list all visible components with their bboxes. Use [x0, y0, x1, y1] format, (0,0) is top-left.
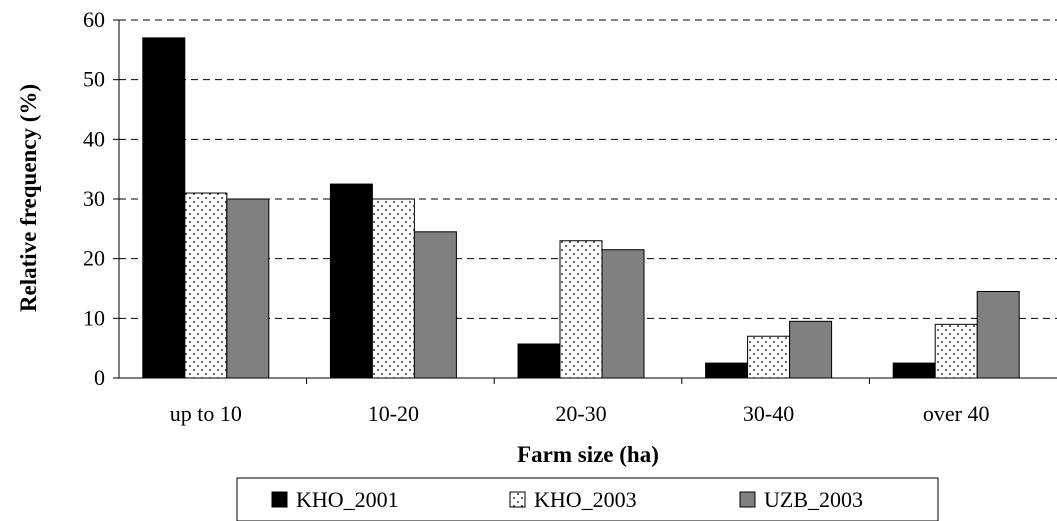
- y-tick-label: 20: [83, 246, 105, 271]
- x-tick-label: 30-40: [743, 401, 794, 426]
- bar: [789, 320, 833, 379]
- x-tick-label: 20-30: [555, 401, 606, 426]
- axes: [113, 19, 1057, 384]
- bar: [371, 198, 415, 379]
- x-tick-label: up to 10: [170, 401, 242, 426]
- legend: KHO_2001 KHO_2003 UZB_2003: [236, 477, 939, 521]
- bar: [226, 198, 270, 379]
- bar: [142, 37, 186, 379]
- bar: [892, 362, 936, 379]
- legend-label: KHO_2001: [296, 487, 399, 512]
- bar: [601, 249, 645, 379]
- x-tick-label: 10-20: [368, 401, 419, 426]
- legend-label: UZB_2003: [764, 487, 863, 512]
- y-tick-label: 60: [83, 7, 105, 32]
- bar: [517, 343, 561, 379]
- legend-swatch: [509, 491, 526, 508]
- y-tick-label: 30: [83, 186, 105, 211]
- grid-lines: [119, 19, 1057, 319]
- x-axis-title: Farm size (ha): [517, 442, 659, 467]
- legend-swatch: [739, 491, 756, 508]
- y-tick-label: 10: [83, 305, 105, 330]
- bar: [976, 290, 1020, 379]
- bar: [705, 362, 749, 379]
- bar: [747, 335, 791, 379]
- legend-box: [236, 477, 939, 521]
- x-tick-label: over 40: [923, 401, 990, 426]
- bar: [184, 192, 228, 379]
- y-axis-title: Relative frequency (%): [16, 84, 41, 312]
- tick-labels: 0 10 20 30 40 50 60 up to 10 10-20 20-30 30-40 over…: [83, 7, 989, 426]
- legend-swatch: [271, 491, 288, 508]
- bar: [934, 323, 978, 379]
- legend-label: KHO_2003: [534, 487, 637, 512]
- bar: [559, 240, 603, 379]
- bar: [413, 231, 457, 379]
- y-tick-label: 0: [94, 365, 105, 390]
- bars: [142, 37, 1020, 379]
- bar: [329, 183, 373, 379]
- y-tick-label: 40: [83, 126, 105, 151]
- y-tick-label: 50: [83, 67, 105, 92]
